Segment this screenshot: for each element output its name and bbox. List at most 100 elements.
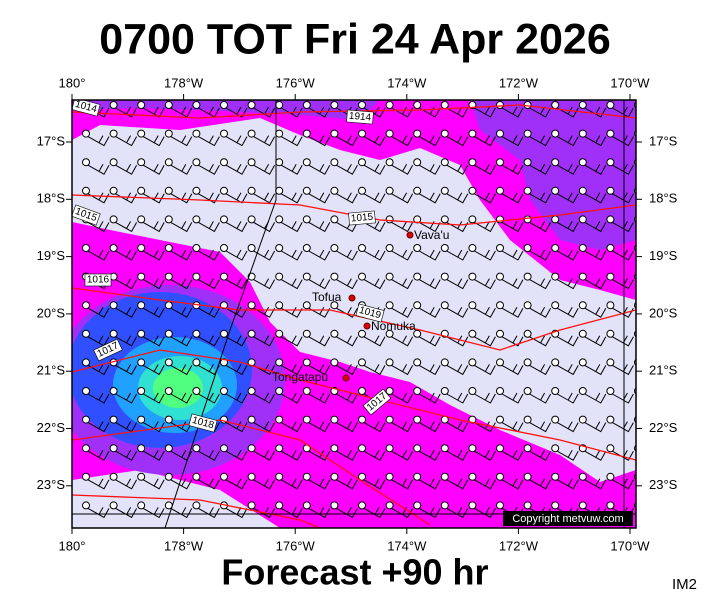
station xyxy=(164,215,173,224)
barb-flag xyxy=(181,449,187,458)
station xyxy=(413,358,422,367)
barb xyxy=(253,221,276,233)
barb xyxy=(501,107,524,118)
image-id: IM2 xyxy=(672,576,697,593)
station xyxy=(82,301,90,310)
barb-flag xyxy=(153,106,159,115)
station xyxy=(82,472,90,481)
station xyxy=(413,301,422,310)
station xyxy=(220,444,228,453)
barb-flag xyxy=(484,192,490,201)
barb xyxy=(584,164,607,175)
barb xyxy=(584,193,607,204)
station xyxy=(192,244,201,252)
station xyxy=(109,129,118,138)
station xyxy=(468,244,477,252)
station xyxy=(551,472,560,481)
station xyxy=(578,129,587,138)
station xyxy=(192,387,201,395)
barb-flag xyxy=(540,135,546,143)
station xyxy=(192,358,201,367)
barb xyxy=(87,250,110,261)
barb xyxy=(474,136,496,147)
barb xyxy=(556,364,579,376)
barb-flag xyxy=(208,135,214,143)
barb-flag xyxy=(540,364,546,372)
barb xyxy=(142,193,165,204)
barb-flag xyxy=(264,392,270,401)
station xyxy=(385,186,394,195)
barb xyxy=(446,279,469,290)
barb-flag xyxy=(346,278,352,286)
station xyxy=(413,158,422,167)
barb xyxy=(363,450,386,461)
barb-flag xyxy=(208,106,214,115)
station xyxy=(440,101,449,109)
barb xyxy=(336,136,358,147)
station xyxy=(496,129,504,138)
barb-flag xyxy=(126,421,132,429)
barb xyxy=(363,336,386,347)
station xyxy=(192,329,201,338)
station xyxy=(413,244,422,252)
barb xyxy=(170,193,193,204)
barb xyxy=(612,479,634,490)
barb xyxy=(446,164,469,175)
barb xyxy=(142,221,165,233)
station xyxy=(137,129,146,138)
barb-flag xyxy=(595,306,601,315)
isobar-label-bg xyxy=(355,303,385,323)
station xyxy=(192,272,201,281)
barb-flag xyxy=(402,306,408,315)
station xyxy=(468,158,477,167)
station xyxy=(164,387,173,395)
station xyxy=(137,444,146,453)
barb xyxy=(87,393,110,404)
station xyxy=(330,415,339,424)
station xyxy=(137,186,146,195)
barb-flag xyxy=(264,421,270,429)
barb-flag xyxy=(236,278,242,286)
barb xyxy=(418,221,441,233)
station xyxy=(413,415,422,424)
station xyxy=(496,415,504,424)
barb-flag xyxy=(208,192,214,201)
barb-flag xyxy=(402,421,408,429)
barb xyxy=(87,136,110,147)
barb-flag xyxy=(429,449,435,458)
barb xyxy=(446,107,469,118)
barb-flag xyxy=(208,478,214,487)
barb xyxy=(170,279,193,290)
barb xyxy=(501,279,524,290)
station xyxy=(413,101,422,109)
lon-label-bottom: 172°W xyxy=(499,538,539,553)
green-area xyxy=(153,368,203,408)
station xyxy=(192,158,201,167)
station xyxy=(82,415,90,424)
barb-flag xyxy=(153,335,159,344)
isobar-label-bg xyxy=(72,204,101,226)
barb xyxy=(198,450,220,461)
barb-flag xyxy=(98,335,104,344)
barb-flag xyxy=(567,449,573,458)
barb-flag xyxy=(567,192,573,201)
station xyxy=(109,101,118,109)
barb xyxy=(170,221,193,233)
station xyxy=(496,329,504,338)
barb-flag xyxy=(208,221,214,229)
lat-label-left: 21°S xyxy=(37,363,66,378)
barb xyxy=(640,451,661,460)
station xyxy=(247,329,256,338)
barb-flag xyxy=(512,192,518,201)
places: Vava'u Tofua Nomuka Tongatapu xyxy=(272,228,449,384)
barb-flag xyxy=(484,135,490,143)
barb-flag xyxy=(346,249,352,258)
barb xyxy=(115,164,138,175)
station xyxy=(440,158,449,167)
barb-flag xyxy=(319,478,325,487)
station xyxy=(551,244,560,252)
barb xyxy=(253,393,276,404)
station xyxy=(385,415,394,424)
lon-label-top: 178°W xyxy=(164,75,204,90)
barb xyxy=(253,479,276,490)
